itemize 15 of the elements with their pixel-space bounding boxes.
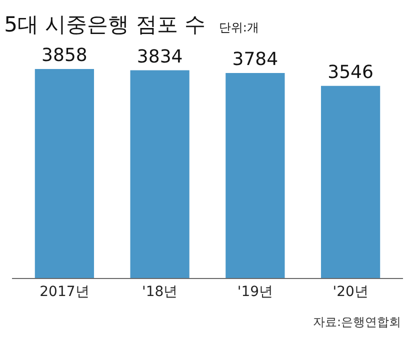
- x-tick-label: '19년: [237, 284, 274, 300]
- bar: [226, 73, 285, 278]
- data-label: 3784: [232, 49, 278, 70]
- data-label: 3858: [42, 45, 88, 66]
- bar: [130, 70, 190, 278]
- text: 자료:은행연합회: [313, 315, 402, 329]
- x-tick-label: '20년: [332, 284, 368, 300]
- data-label: 3546: [328, 62, 374, 83]
- bar: [34, 69, 94, 278]
- x-tick-label: '18년: [142, 284, 178, 300]
- bar: [320, 86, 380, 278]
- x-tick-label: 2017년: [40, 284, 90, 300]
- data-label: 3834: [136, 46, 183, 68]
- chart-title: 5대 시중은행 점포 수: [4, 12, 206, 37]
- chart-subtitle: 단위:개: [218, 20, 259, 35]
